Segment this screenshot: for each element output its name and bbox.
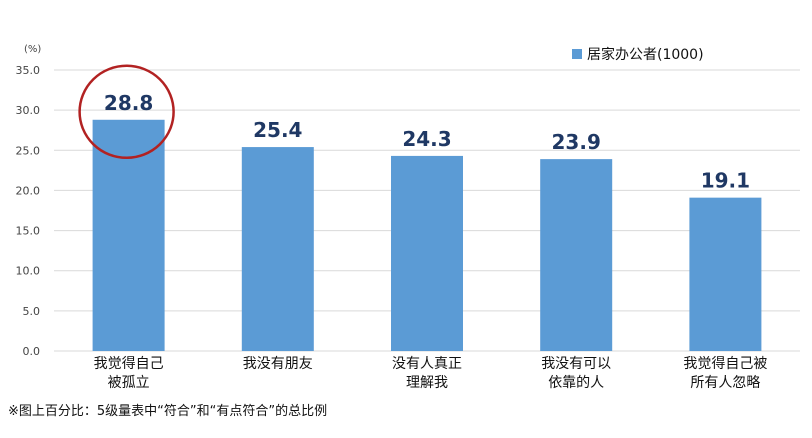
data-label: 24.3	[402, 127, 451, 151]
x-tick-label: 我觉得自己被	[683, 355, 767, 372]
legend-swatch	[572, 49, 582, 59]
x-tick-label: 被孤立	[108, 375, 150, 391]
y-tick-label: 0.0	[23, 345, 41, 358]
bar	[92, 119, 165, 351]
y-tick-label: 20.0	[16, 184, 41, 197]
x-tick-label: 我没有可以	[541, 356, 611, 372]
y-axis: (%) 0.0 5.0 10.0 15.0 20.0 25.0 30.0 35.0	[16, 44, 42, 358]
y-tick-label: 15.0	[16, 225, 41, 238]
legend-label: 居家办公者(1000)	[587, 46, 704, 63]
data-label: 25.4	[253, 118, 302, 142]
legend: 居家办公者(1000)	[572, 46, 704, 63]
x-tick-label: 所有人忽略	[690, 375, 760, 391]
x-tick-label: 理解我	[406, 375, 448, 391]
value-labels: 28.8 25.4 24.3 23.9 19.1	[104, 91, 750, 193]
x-tick-label: 我觉得自己	[94, 355, 164, 372]
bar	[540, 159, 613, 351]
x-tick-label: 我没有朋友	[243, 356, 313, 372]
data-label: 28.8	[104, 91, 153, 115]
bars	[92, 119, 762, 351]
x-tick-label: 没有人真正	[392, 356, 462, 372]
footnote: ※图上百分比：5级量表中“符合”和“有点符合”的总比例	[8, 404, 328, 419]
y-tick-label: 30.0	[16, 104, 41, 117]
y-tick-label: 35.0	[16, 64, 41, 77]
y-tick-label: 5.0	[23, 305, 41, 318]
y-tick-label: 25.0	[16, 144, 41, 157]
bar	[241, 147, 314, 351]
highlight	[78, 64, 175, 160]
highlight-circle	[78, 64, 175, 160]
y-tick-label: 10.0	[16, 265, 41, 278]
x-tick-label: 依靠的人	[548, 375, 604, 391]
bar	[689, 197, 762, 351]
data-label: 23.9	[552, 130, 601, 154]
data-label: 19.1	[701, 169, 750, 193]
bar	[391, 155, 463, 351]
y-axis-unit: (%)	[24, 44, 41, 55]
